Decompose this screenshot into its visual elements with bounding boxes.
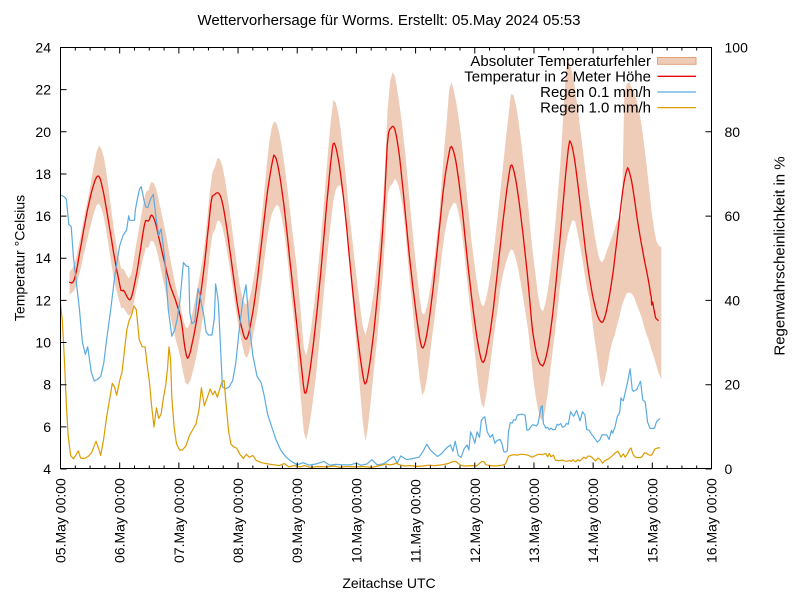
svg-text:12: 12 <box>35 292 51 308</box>
svg-text:60: 60 <box>725 208 741 224</box>
svg-text:15.May 00:00: 15.May 00:00 <box>644 478 660 563</box>
svg-text:8: 8 <box>43 377 51 393</box>
svg-text:20: 20 <box>725 377 741 393</box>
svg-text:08.May 00:00: 08.May 00:00 <box>230 478 246 563</box>
svg-text:10.May 00:00: 10.May 00:00 <box>348 478 364 563</box>
svg-text:4: 4 <box>43 461 51 477</box>
svg-text:16.May 00:00: 16.May 00:00 <box>704 478 720 563</box>
svg-text:16: 16 <box>35 208 51 224</box>
svg-text:Absoluter Temperaturfehler: Absoluter Temperaturfehler <box>470 53 651 70</box>
svg-text:Zeitachse UTC: Zeitachse UTC <box>342 575 435 591</box>
svg-text:07.May 00:00: 07.May 00:00 <box>171 478 187 563</box>
svg-text:13.May 00:00: 13.May 00:00 <box>526 478 542 563</box>
svg-text:Wettervorhersage für Worms. Er: Wettervorhersage für Worms. Erstellt: 05… <box>198 12 581 29</box>
svg-text:6: 6 <box>43 419 51 435</box>
svg-text:Temperatur °Celsius: Temperatur °Celsius <box>12 195 28 321</box>
svg-text:40: 40 <box>725 292 741 308</box>
svg-text:Temperatur in 2 Meter Höhe: Temperatur in 2 Meter Höhe <box>464 68 651 85</box>
svg-text:10: 10 <box>35 335 51 351</box>
svg-text:Regenwahrscheinlichkeit in %: Regenwahrscheinlichkeit in % <box>772 156 789 355</box>
svg-text:22: 22 <box>35 82 51 98</box>
svg-text:Regen 0.1 mm/h: Regen 0.1 mm/h <box>540 84 651 101</box>
svg-text:05.May 00:00: 05.May 00:00 <box>53 478 69 563</box>
svg-text:06.May 00:00: 06.May 00:00 <box>112 478 128 563</box>
svg-text:11.May 00:00: 11.May 00:00 <box>408 479 424 563</box>
svg-text:100: 100 <box>725 40 749 56</box>
svg-text:24: 24 <box>35 40 51 56</box>
svg-text:20: 20 <box>35 124 51 140</box>
svg-text:12.May 00:00: 12.May 00:00 <box>467 478 483 563</box>
svg-text:18: 18 <box>35 166 51 182</box>
svg-text:0: 0 <box>725 461 733 477</box>
svg-text:14.May 00:00: 14.May 00:00 <box>585 478 601 563</box>
svg-text:09.May 00:00: 09.May 00:00 <box>289 478 305 563</box>
svg-text:80: 80 <box>725 124 741 140</box>
svg-text:14: 14 <box>35 250 51 266</box>
svg-text:Regen 1.0 mm/h: Regen 1.0 mm/h <box>540 100 651 117</box>
